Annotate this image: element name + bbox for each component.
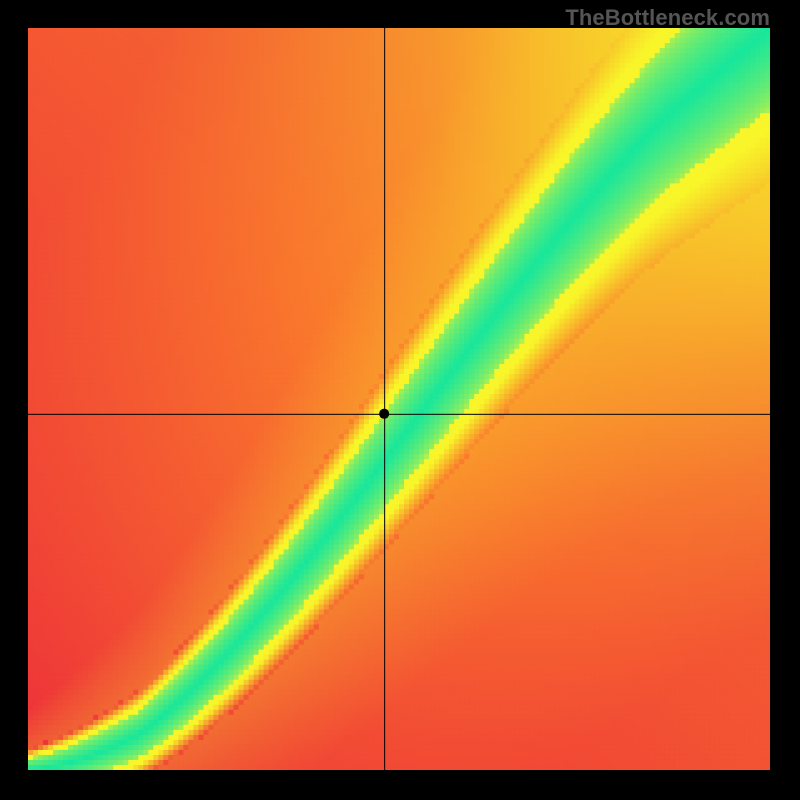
heatmap-canvas (28, 28, 770, 770)
heatmap-plot (28, 28, 770, 770)
watermark-text: TheBottleneck.com (565, 5, 770, 31)
chart-container: TheBottleneck.com (0, 0, 800, 800)
